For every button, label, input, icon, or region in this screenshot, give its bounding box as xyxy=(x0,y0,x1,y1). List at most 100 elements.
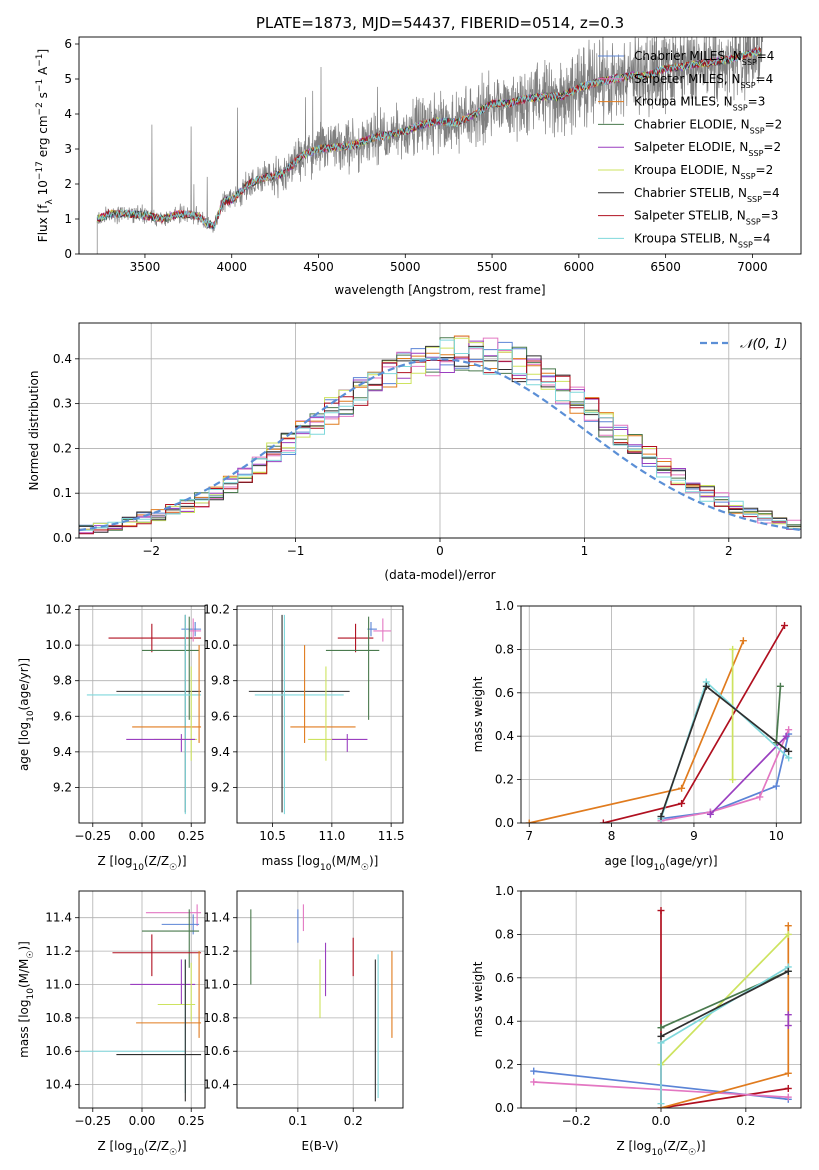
x-tick-label: 11.5 xyxy=(378,829,405,843)
weight-marker xyxy=(781,622,789,630)
error-bar-point xyxy=(248,614,350,813)
weight-marker xyxy=(756,793,764,801)
weight_vs_Z-panel: −0.2 0.0 0.2 0.0 0.2 0.4 0.6 0.8 1.0 Z [log10(Z/Z… xyxy=(471,884,802,1158)
x-tick-label: 0.25 xyxy=(178,1114,205,1128)
x-axis-label: wavelength [Angstrom, rest frame] xyxy=(334,283,545,297)
weight-series-line xyxy=(775,686,782,743)
y-axis-label: mass [log10(M/M☉)] xyxy=(17,941,36,1058)
y-tick-label: 10.6 xyxy=(203,1044,230,1058)
error-bar-point xyxy=(142,909,200,968)
y-tick-label: 11.0 xyxy=(203,977,230,991)
x-tick-label: 1 xyxy=(581,544,589,558)
legend-label: Chabrier ELODIE, NSSP=2 xyxy=(634,117,782,135)
weight-marker xyxy=(678,784,686,792)
y-tick-label: 10.8 xyxy=(45,1011,72,1025)
axes-frame xyxy=(78,890,206,1109)
y-tick-label: 10.4 xyxy=(203,1078,230,1092)
weight-marker xyxy=(525,819,533,823)
legend-label: Salpeter STELIB, NSSP=3 xyxy=(634,209,778,227)
y-tick-label: 0.0 xyxy=(495,816,514,830)
y-tick-label: 0.1 xyxy=(53,486,72,500)
axes-frame xyxy=(236,890,404,1109)
error-bar-point xyxy=(254,614,344,815)
x-tick-label: −0.25 xyxy=(74,1114,111,1128)
x-tick-label: 10.5 xyxy=(259,829,286,843)
y-axis-label: Flux [fλ 10−17 erg cm−2 s−1 A−1] xyxy=(35,49,55,242)
weight-marker xyxy=(702,682,710,690)
weight-marker xyxy=(782,732,790,740)
y-tick-label: 0.6 xyxy=(495,686,514,700)
legend-label: Chabrier MILES, NSSP=4 xyxy=(634,49,774,67)
weight-marker xyxy=(657,1024,665,1032)
y-tick-label: 2 xyxy=(64,177,72,191)
weight-marker xyxy=(784,1084,792,1092)
weight_vs_Z-plot-area xyxy=(530,907,792,1108)
error-bar-point xyxy=(189,618,202,642)
error-bar-point xyxy=(337,623,374,653)
error-bar-point xyxy=(142,616,200,720)
figure-title: PLATE=1873, MJD=54437, FIBERID=0514, z=0… xyxy=(256,14,624,32)
x-axis-label: Z [log10(Z/Z☉)] xyxy=(97,1139,186,1158)
weight-series-line xyxy=(709,735,787,815)
x-tick-label: 7 xyxy=(525,829,533,843)
weight-series-line xyxy=(660,729,790,822)
x-tick-label: 0.2 xyxy=(344,1114,363,1128)
y-axis-label: mass weight xyxy=(471,961,485,1037)
y-tick-label: 4 xyxy=(64,107,72,121)
error-bar-point xyxy=(126,734,196,752)
weight-marker xyxy=(785,726,793,734)
weight-marker xyxy=(729,645,737,653)
y-tick-label: 10.2 xyxy=(203,603,230,617)
x-tick-label: 7000 xyxy=(737,260,768,274)
residual-histogram xyxy=(79,339,801,538)
y-tick-label: 10.0 xyxy=(203,638,230,652)
x-axis-label: mass [log10(M/M☉)] xyxy=(262,854,379,873)
error-bar-point xyxy=(130,959,196,1005)
x-tick-label: −2 xyxy=(142,544,160,558)
x-tick-label: 5500 xyxy=(477,260,508,274)
error-bar-point xyxy=(325,616,380,720)
y-tick-label: 9.6 xyxy=(211,709,230,723)
y-tick-label: 10.8 xyxy=(203,1011,230,1025)
weight-marker xyxy=(776,682,784,690)
weight-marker xyxy=(706,810,714,818)
gaussian-curve xyxy=(79,358,801,532)
residuals-plot-area xyxy=(79,335,801,538)
error-bar-point xyxy=(112,934,202,977)
y-tick-label: 9.6 xyxy=(53,709,72,723)
weight-series-line xyxy=(660,733,790,820)
mass_vs_Z-panel: −0.25 0.00 0.25 10.4 10.6 10.8 11.0 11.2 11.4 Z [… xyxy=(17,890,206,1158)
weight-marker xyxy=(784,967,792,975)
y-tick-label: 10.6 xyxy=(45,1044,72,1058)
age_vs_Z-panel: −0.25 0.00 0.25 9.2 9.4 9.6 9.8 10.0 10.2 Z [log1… xyxy=(17,603,206,873)
mass_vs_ebv-panel: 0.1 0.2 10.4 10.6 10.8 11.0 11.2 11.4 E(B-V) xyxy=(203,890,404,1153)
x-axis-label: Z [log10(Z/Z☉)] xyxy=(616,1139,705,1158)
y-tick-label: 6 xyxy=(64,37,72,51)
age_vs_mass-panel: 10.5 11.0 11.5 9.2 9.4 9.6 9.8 10.0 10.2 mass [lo… xyxy=(203,603,404,873)
y-tick-label: 11.4 xyxy=(203,911,230,925)
age_vs_Z-ticks: −0.25 0.00 0.25 9.2 9.4 9.6 9.8 10.0 10.2 xyxy=(45,603,205,843)
y-tick-label: 0.4 xyxy=(53,352,72,366)
y-tick-label: 3 xyxy=(64,142,72,156)
x-tick-label: −0.2 xyxy=(562,1114,591,1128)
y-tick-label: 11.2 xyxy=(203,944,230,958)
error-bar-point xyxy=(157,962,196,1022)
y-tick-label: 0.6 xyxy=(495,971,514,985)
y-tick-label: 5 xyxy=(64,72,72,86)
weight-marker xyxy=(785,754,793,762)
residuals-panel: −2 −1 0 1 2 0.0 0.1 0.2 0.3 0.4 𝒩(0, 1) (data-model… xyxy=(27,322,802,582)
axes-frame xyxy=(236,605,404,824)
axes-frame xyxy=(520,605,802,824)
weight-marker xyxy=(739,637,747,645)
x-tick-label: 0.00 xyxy=(129,829,156,843)
legend-label: Kroupa STELIB, NSSP=4 xyxy=(634,231,771,249)
error-bar-point xyxy=(290,645,356,743)
weight_vs_age-plot-area xyxy=(525,622,793,823)
weight-series-line xyxy=(660,970,789,1038)
mass_vs_Z-ticks: −0.25 0.00 0.25 10.4 10.6 10.8 11.0 11.2 11.4 xyxy=(45,891,205,1128)
x-tick-label: −1 xyxy=(287,544,305,558)
x-tick-label: 8 xyxy=(608,829,616,843)
x-tick-label: 3500 xyxy=(130,260,161,274)
spectrum-ticks: 3500 4000 4500 5000 5500 6000 6500 7000 0 1 2 3 4 5 6 xyxy=(64,37,767,274)
weight_vs_age-panel: 7 8 9 10 0.0 0.2 0.4 0.6 0.8 1.0 age [log10(age/yr… xyxy=(471,599,802,873)
